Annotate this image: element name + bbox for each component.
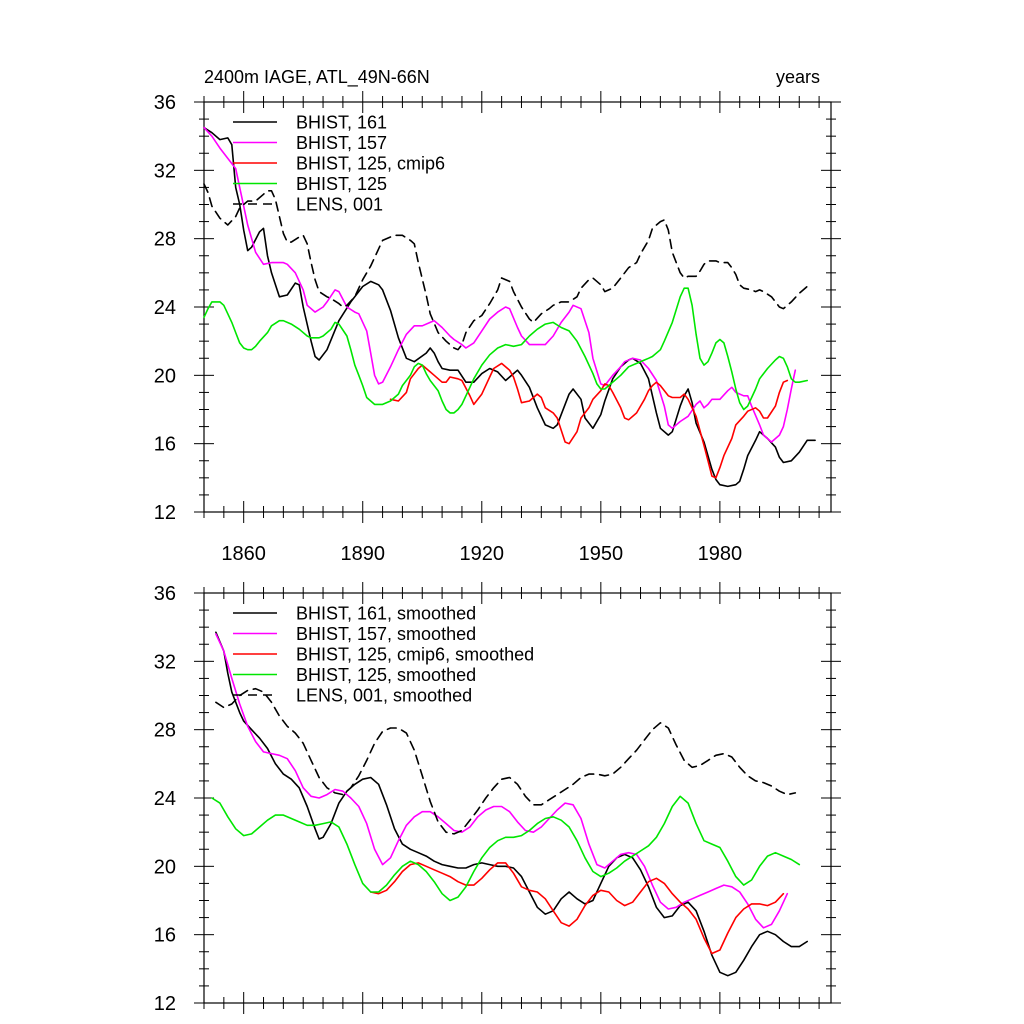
series-line-bhist-125-smoothed xyxy=(211,795,801,902)
series-line-bhist-125-cmip6 xyxy=(389,362,789,479)
panel-title-left: 2400m IAGE, ATL_49N-66N xyxy=(204,67,430,88)
panel-title-right: years xyxy=(776,67,820,87)
axis-ticks xyxy=(194,91,841,523)
legend-label: LENS, 001 xyxy=(296,195,383,215)
y-tick-label: 12 xyxy=(154,993,176,1015)
series-line-lens-001-smoothed xyxy=(215,687,797,835)
y-tick-label: 36 xyxy=(154,92,176,114)
series-line-bhist-157-smoothed xyxy=(215,633,789,929)
legend-label: BHIST, 157, smoothed xyxy=(296,624,476,644)
legend-label: BHIST, 161 xyxy=(296,113,387,133)
y-tick-label: 32 xyxy=(154,160,176,182)
y-axis-tick-labels: 12 16 20 24 28 32 36 xyxy=(154,92,176,524)
series-lines xyxy=(203,126,816,488)
series-line-bhist-161 xyxy=(203,126,816,488)
y-tick-label: 36 xyxy=(154,583,176,605)
y-axis-tick-labels: 12 16 20 24 28 32 36 xyxy=(154,583,176,1015)
x-axis-tick-labels: 1860 1890 1920 1950 1980 xyxy=(221,543,742,565)
legend-label: BHIST, 125, cmip6, smoothed xyxy=(296,645,534,665)
series-line-lens-001 xyxy=(203,183,808,351)
x-tick-label: 1890 xyxy=(340,543,385,565)
legend-label: BHIST, 125, cmip6 xyxy=(296,154,445,174)
series-lines xyxy=(211,631,808,977)
legend-label: BHIST, 157 xyxy=(296,133,387,153)
legend-label: LENS, 001, smoothed xyxy=(296,686,472,706)
panel-top-raw: 2400m IAGE, ATL_49N-66N years 12 16 20 24 28… xyxy=(154,67,841,565)
legend-label: BHIST, 161, smoothed xyxy=(296,604,476,624)
y-tick-label: 32 xyxy=(154,651,176,673)
x-tick-label: 1950 xyxy=(579,543,624,565)
y-tick-label: 16 xyxy=(154,925,176,947)
y-tick-label: 20 xyxy=(154,365,176,387)
x-tick-label: 1980 xyxy=(698,543,743,565)
y-tick-label: 24 xyxy=(154,788,176,810)
x-tick-label: 1920 xyxy=(460,543,505,565)
series-line-bhist-125 xyxy=(203,287,808,414)
y-tick-label: 28 xyxy=(154,720,176,742)
x-tick-label: 1860 xyxy=(221,543,266,565)
axis-ticks xyxy=(194,582,841,1014)
series-line-bhist-161-smoothed xyxy=(215,631,808,977)
legend-label: BHIST, 125 xyxy=(296,174,387,194)
legend-label: BHIST, 125, smoothed xyxy=(296,665,476,685)
series-line-bhist-125-cmip6-smoothed xyxy=(369,862,785,955)
y-tick-label: 20 xyxy=(154,856,176,878)
y-tick-label: 12 xyxy=(154,502,176,524)
y-tick-label: 16 xyxy=(154,434,176,456)
series-line-bhist-157 xyxy=(203,126,797,443)
y-tick-label: 24 xyxy=(154,297,176,319)
y-tick-label: 28 xyxy=(154,229,176,251)
